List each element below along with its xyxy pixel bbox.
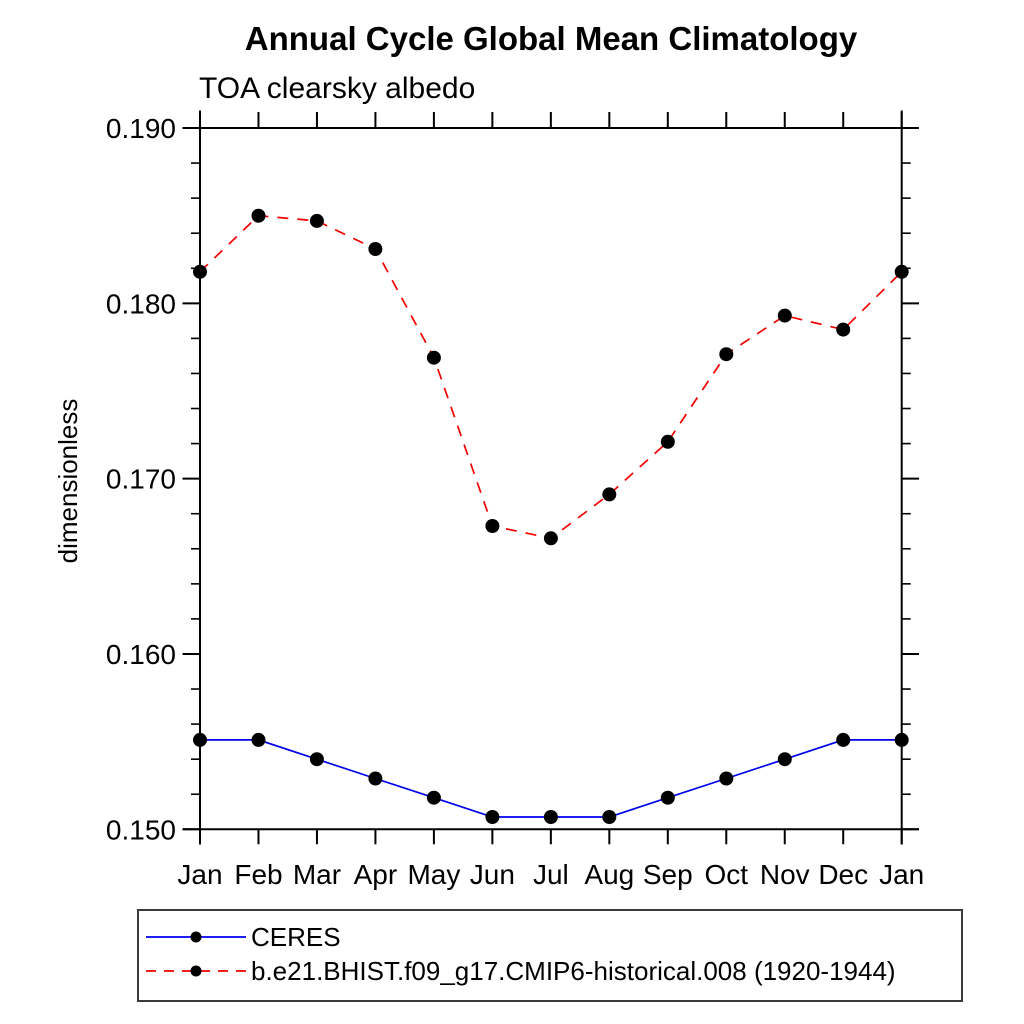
x-tick-label: Jun: [470, 859, 515, 890]
chart-title: Annual Cycle Global Mean Climatology: [244, 20, 858, 57]
x-tick-label: Jan: [177, 859, 222, 890]
data-point-marker: [251, 208, 266, 223]
data-point-marker: [309, 213, 324, 228]
data-point-marker: [485, 810, 500, 824]
data-point-marker: [777, 752, 792, 767]
data-point-marker: [894, 732, 909, 747]
x-tick-label: Mar: [293, 859, 341, 890]
x-tick-label: Jan: [879, 859, 924, 890]
data-point-marker: [719, 771, 734, 786]
series-line-0: [200, 739, 902, 818]
series-line-1: [199, 214, 903, 540]
x-tick-label: Apr: [354, 859, 398, 890]
legend-label-model: b.e21.BHIST.f09_g17.CMIP6-historical.008…: [251, 955, 896, 986]
data-point-marker: [660, 434, 675, 449]
legend: CERES b.e21.BHIST.f09_g17.CMIP6-historic…: [137, 909, 963, 1002]
y-tick-label: 0.150: [106, 814, 176, 845]
legend-row-ceres: CERES: [139, 920, 961, 954]
y-tick-label: 0.170: [106, 464, 176, 495]
chart-subtitle: TOA clearsky albedo: [199, 72, 476, 105]
legend-sample-marker-1: [190, 965, 202, 977]
legend-row-model: b.e21.BHIST.f09_g17.CMIP6-historical.008…: [139, 954, 961, 988]
data-point-marker: [543, 810, 558, 824]
data-point-marker: [426, 790, 441, 805]
x-tick-label: Jul: [533, 859, 569, 890]
data-point-marker: [193, 732, 207, 747]
data-point-marker: [251, 732, 266, 747]
y-tick-label: 0.180: [106, 288, 176, 319]
data-point-marker: [836, 322, 851, 337]
y-tick-label: 0.190: [106, 113, 176, 144]
data-point-marker: [660, 790, 675, 805]
data-point-marker: [426, 350, 441, 365]
data-point-marker: [309, 752, 324, 767]
data-point-marker: [836, 732, 851, 747]
x-tick-label: May: [407, 859, 460, 890]
data-point-marker: [543, 531, 558, 546]
data-point-marker: [368, 771, 383, 786]
x-tick-label: Sep: [643, 859, 693, 890]
data-point-marker: [193, 264, 207, 279]
data-point-marker: [368, 242, 383, 256]
legend-label-ceres: CERES: [251, 921, 341, 952]
legend-sample-marker-0: [190, 931, 202, 943]
data-point-marker: [602, 810, 617, 824]
data-point-marker: [894, 264, 909, 279]
x-tick-label: Aug: [584, 859, 634, 890]
legend-sample-dashed-line-dot-icon: [146, 965, 246, 977]
data-point-marker: [719, 347, 734, 362]
data-point-marker: [602, 487, 617, 502]
legend-sample-line-dot-icon: [146, 931, 246, 943]
x-tick-label: Nov: [760, 859, 810, 890]
data-point-marker: [777, 308, 792, 323]
x-tick-label: Dec: [818, 859, 868, 890]
x-tick-label: Oct: [704, 859, 748, 890]
y-tick-label: 0.160: [106, 639, 176, 670]
x-tick-label: Feb: [234, 859, 282, 890]
data-point-marker: [485, 519, 500, 533]
